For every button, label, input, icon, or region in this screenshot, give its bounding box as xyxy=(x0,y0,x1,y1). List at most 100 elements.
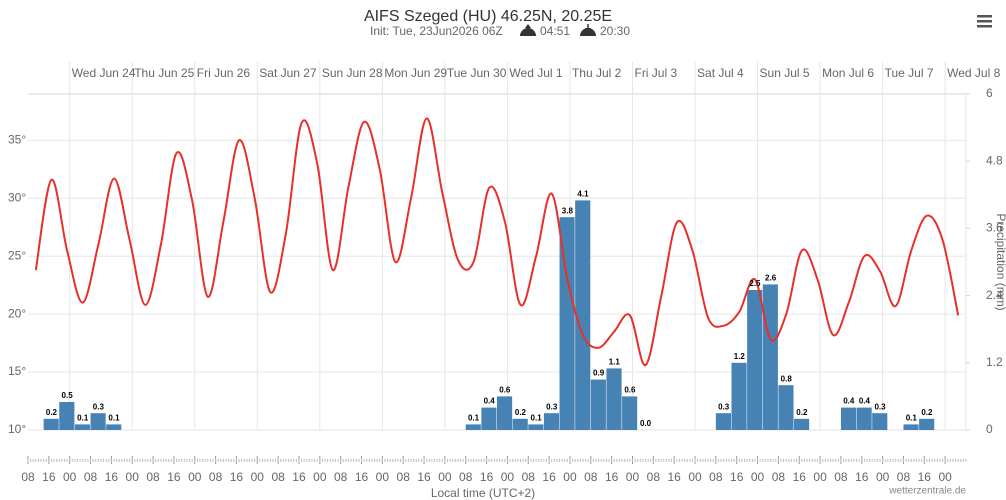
x-tick-label: 08 xyxy=(834,470,848,484)
grid-layer xyxy=(27,62,970,464)
bar-value-label: 0.2 xyxy=(796,408,808,417)
bar-value-label: 0.4 xyxy=(859,397,871,406)
x-tick-label: 00 xyxy=(376,470,390,484)
x-tick-label: 16 xyxy=(793,470,807,484)
top-x-tick-label: Mon Jun 29 xyxy=(384,66,447,80)
sunset-time: 20:30 xyxy=(600,24,630,38)
x-tick-label: 16 xyxy=(417,470,431,484)
precipitation-bar xyxy=(106,424,122,430)
top-x-tick-label: Wed Jun 24 xyxy=(72,66,136,80)
top-x-tick-label: Wed Jul 1 xyxy=(509,66,562,80)
x-tick-label: 00 xyxy=(251,470,265,484)
precipitation-bar xyxy=(856,407,872,430)
top-x-tick-label: Tue Jul 7 xyxy=(885,66,934,80)
bar-value-label: 0.9 xyxy=(593,369,605,378)
precipitation-bar xyxy=(465,424,481,430)
precipitation-bar xyxy=(919,418,935,430)
precipitation-bar xyxy=(497,396,513,430)
y2-axis-title: Precipitation (mm) xyxy=(994,213,1006,310)
bar-value-label: 1.2 xyxy=(734,352,746,361)
x-tick-label: 08 xyxy=(334,470,348,484)
x-tick-label: 16 xyxy=(855,470,869,484)
bar-value-label: 0.3 xyxy=(93,402,105,411)
top-x-tick-label: Mon Jul 6 xyxy=(822,66,874,80)
x-tick-label: 00 xyxy=(813,470,827,484)
x-tick-label: 16 xyxy=(167,470,181,484)
bar-layer xyxy=(43,200,935,430)
x-tick-label: 00 xyxy=(563,470,577,484)
temperature-line xyxy=(34,117,960,367)
precipitation-bar xyxy=(794,418,810,430)
bar-value-label: 0.1 xyxy=(77,414,89,423)
bar-value-label: 2.6 xyxy=(765,274,777,283)
y-tick-label: 15° xyxy=(8,364,26,378)
precipitation-bar xyxy=(559,217,575,430)
bar-value-label: 0.3 xyxy=(546,402,558,411)
x-tick-label: 16 xyxy=(292,470,306,484)
top-x-tick-label: Tue Jun 30 xyxy=(447,66,507,80)
precipitation-bar xyxy=(575,200,591,430)
x-tick-label: 16 xyxy=(42,470,56,484)
bar-value-label: 0.1 xyxy=(468,414,480,423)
bar-value-label: 1.1 xyxy=(609,358,621,367)
x-tick-label: 16 xyxy=(667,470,681,484)
x-tick-label: 08 xyxy=(647,470,661,484)
x-tick-label: 16 xyxy=(542,470,556,484)
precipitation-bar xyxy=(481,407,497,430)
bar-value-label: 0.6 xyxy=(499,386,511,395)
x-tick-label: 16 xyxy=(230,470,244,484)
y2-tick-label: 3.6 xyxy=(986,221,1003,235)
x-tick-label: 16 xyxy=(355,470,369,484)
precipitation-bar xyxy=(715,413,731,430)
top-x-tick-label: Thu Jul 2 xyxy=(572,66,622,80)
top-x-tick-label: Thu Jun 25 xyxy=(134,66,194,80)
y-tick-label: 30° xyxy=(8,190,26,204)
precipitation-bar xyxy=(872,413,888,430)
x-tick-label: 08 xyxy=(271,470,285,484)
precipitation-bar xyxy=(43,418,59,430)
precipitation-bar xyxy=(90,413,106,430)
x-tick-label: 00 xyxy=(876,470,890,484)
y-tick-label: 20° xyxy=(8,306,26,320)
bar-value-label: 0.1 xyxy=(108,414,120,423)
precipitation-bar xyxy=(590,379,606,430)
x-tick-label: 00 xyxy=(126,470,140,484)
precipitation-bar xyxy=(622,396,638,430)
bar-value-label: 0.4 xyxy=(843,397,855,406)
menu-button[interactable] xyxy=(974,12,994,30)
y-tick-label: 25° xyxy=(8,248,26,262)
y-tick-label: 35° xyxy=(8,133,26,147)
x-tick-label: 16 xyxy=(105,470,119,484)
top-x-tick-label: Sat Jun 27 xyxy=(259,66,317,80)
chart-title: AIFS Szeged (HU) 46.25N, 20.25E xyxy=(364,8,612,25)
sunrise-icon xyxy=(520,24,536,36)
top-x-tick-label: Sun Jul 5 xyxy=(760,66,810,80)
bar-value-label: 0.3 xyxy=(718,402,730,411)
label-layer: 10° 15° 20° 25° 30° 35° 0 1.2 2.4 3.6 4.8 6 Wed Jun … xyxy=(8,66,1003,484)
bar-value-label: 0.8 xyxy=(781,374,793,383)
precipitation-bar xyxy=(74,424,91,430)
bar-value-label: 0.6 xyxy=(624,386,636,395)
y-tick-label: 10° xyxy=(8,422,26,436)
x-tick-label: 08 xyxy=(397,470,411,484)
bar-value-label: 0.1 xyxy=(906,414,918,423)
line-layer xyxy=(34,117,960,367)
precipitation-bar xyxy=(762,284,778,430)
x-tick-label: 08 xyxy=(459,470,473,484)
bar-value-label: 0.2 xyxy=(515,408,527,417)
x-tick-label: 00 xyxy=(938,470,952,484)
x-tick-label: 16 xyxy=(730,470,744,484)
x-tick-label: 00 xyxy=(751,470,765,484)
x-tick-label: 00 xyxy=(626,470,640,484)
bar-value-label: 0.2 xyxy=(921,408,933,417)
x-tick-label: 00 xyxy=(63,470,77,484)
top-x-tick-label: Wed Jul 8 xyxy=(947,66,1000,80)
x-tick-label: 16 xyxy=(918,470,932,484)
precipitation-bar xyxy=(903,424,919,430)
bar-value-label: 0.1 xyxy=(531,414,543,423)
x-tick-label: 08 xyxy=(21,470,35,484)
x-tick-label: 00 xyxy=(438,470,452,484)
bar-value-label: 2.5 xyxy=(749,279,761,288)
precipitation-bar xyxy=(59,402,75,430)
x-tick-label: 08 xyxy=(209,470,223,484)
